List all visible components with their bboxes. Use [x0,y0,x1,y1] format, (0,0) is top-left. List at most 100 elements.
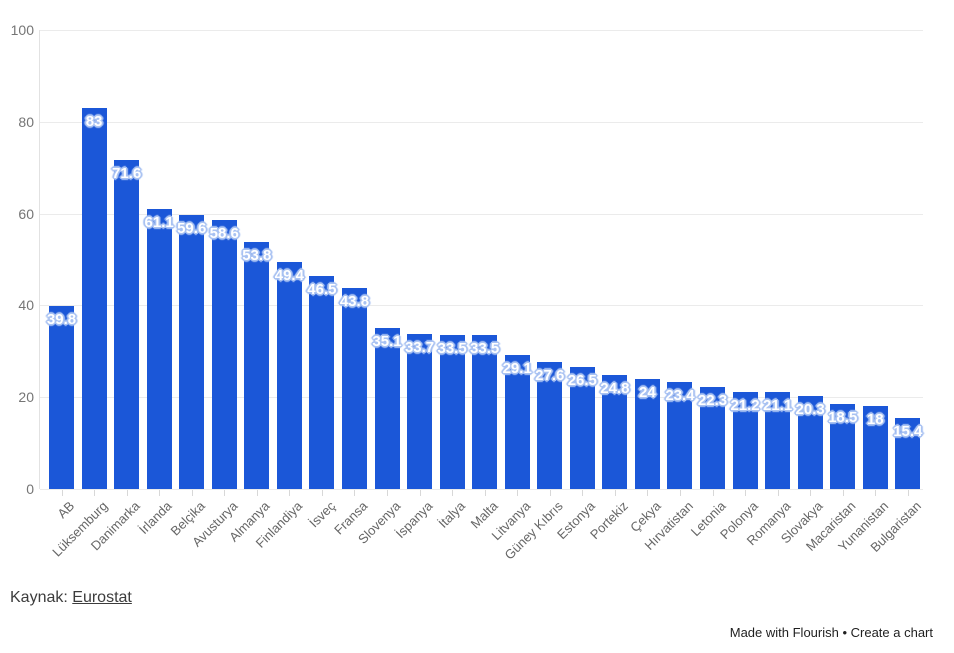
gridline [40,121,923,123]
x-axis-tick [745,490,747,496]
bar[interactable] [341,287,367,489]
bar[interactable] [634,378,660,489]
bar[interactable] [114,160,140,489]
x-axis-tick [582,490,584,496]
bar[interactable] [895,418,921,489]
bar[interactable] [374,327,400,489]
x-axis-tick [452,490,454,496]
bar-value-label: 27.6 [535,367,565,385]
bar[interactable] [700,386,725,489]
y-axis-tick-label: 80 [18,113,34,130]
x-axis-tick [712,490,714,496]
bar-chart-plot-area: 0 20 40 60 80 100 39.8 AB 83 Lüksemburg 71.6 Danima… [10,22,924,563]
bar[interactable] [537,362,563,489]
y-axis-tick-label: 60 [18,205,34,222]
bar[interactable] [797,395,823,489]
x-axis-tick [321,490,323,496]
bar[interactable] [667,381,693,489]
x-axis-tick [517,490,519,496]
gridline [40,489,923,490]
y-axis-line [39,30,40,489]
y-axis-tick-label: 0 [26,481,34,497]
bar[interactable] [765,392,791,489]
bar[interactable] [49,306,74,489]
bar-value-label: 58.6 [209,225,239,243]
bar-value-label: 29.1 [502,360,532,378]
bar-value-label: 49.4 [274,267,304,285]
x-axis-tick [647,490,649,496]
bar-value-label: 43.8 [339,292,370,310]
bar[interactable] [862,406,888,489]
x-axis-tick [159,490,161,496]
x-axis-tick [387,490,388,496]
x-axis-tick [191,490,193,496]
x-axis-tick [777,490,779,496]
bar-value-label: 33.7 [404,339,435,357]
bar-value-label: 83 [85,113,103,131]
source-line: Kaynak: Eurostat [10,589,132,607]
bar-value-label: 33.5 [437,340,467,358]
bar-value-label: 22.3 [697,391,728,409]
bar-value-label: 71.6 [111,165,142,183]
gridline [40,30,923,31]
x-axis-category-label: İtalya [435,498,469,531]
bar-value-label: 23.4 [665,386,695,404]
bar[interactable] [81,108,107,489]
x-axis-tick [289,490,291,496]
bar[interactable] [472,335,498,489]
bar-value-label: 20.3 [795,400,825,418]
bar-value-label: 53.8 [242,247,272,265]
x-axis-tick [679,490,681,496]
bar-value-label: 18 [866,411,884,429]
bar[interactable] [504,355,530,489]
x-axis-category-label: İrlanda [136,498,176,538]
source-link[interactable]: Eurostat [72,589,132,606]
x-axis-tick [94,490,96,496]
bar[interactable] [602,375,628,489]
bar-value-label: 33.5 [470,340,500,358]
x-axis-tick [61,490,63,496]
bar-value-label: 61.1 [144,213,174,231]
x-axis-category-label: AB [54,498,78,522]
x-axis-tick [810,490,812,496]
x-axis-tick [224,490,226,496]
bar-value-label: 39.8 [46,311,77,329]
bar[interactable] [830,404,856,489]
bar-value-label: 35.1 [372,332,402,350]
bar[interactable] [569,367,595,489]
x-axis-tick [354,490,356,496]
x-axis-tick [419,490,421,496]
x-axis-tick [484,490,486,496]
bar-value-label: 24.8 [600,380,630,398]
x-axis-tick [126,490,128,496]
bar-value-label: 46.5 [307,280,337,298]
bar-value-label: 18.5 [828,409,858,427]
y-axis-tick-label: 20 [18,389,34,406]
bar[interactable] [309,275,335,489]
bar[interactable] [407,334,433,489]
bar[interactable] [179,215,205,489]
x-axis-tick [875,490,877,496]
bar-value-label: 24 [639,383,656,401]
bar[interactable] [439,335,465,489]
bar-value-label: 59.6 [177,220,207,238]
x-axis-tick [549,490,551,496]
gridline [40,305,923,307]
bar-value-label: 26.5 [567,372,597,390]
bar-value-label: 21.1 [762,397,793,415]
bar[interactable] [146,208,172,489]
bar[interactable] [211,220,237,489]
x-axis-tick [907,490,909,496]
y-axis-tick-label: 40 [18,297,34,314]
bar[interactable] [732,391,758,489]
bar-value-label: 21.2 [730,396,760,414]
bar[interactable] [244,242,270,489]
y-axis-tick-label: 100 [10,22,34,38]
x-axis-tick [842,490,844,496]
flourish-credit[interactable]: Made with Flourish • Create a chart [729,625,933,640]
bar[interactable] [276,262,302,489]
x-axis-tick [256,490,258,496]
gridline [40,213,923,215]
x-axis-tick [614,490,616,496]
